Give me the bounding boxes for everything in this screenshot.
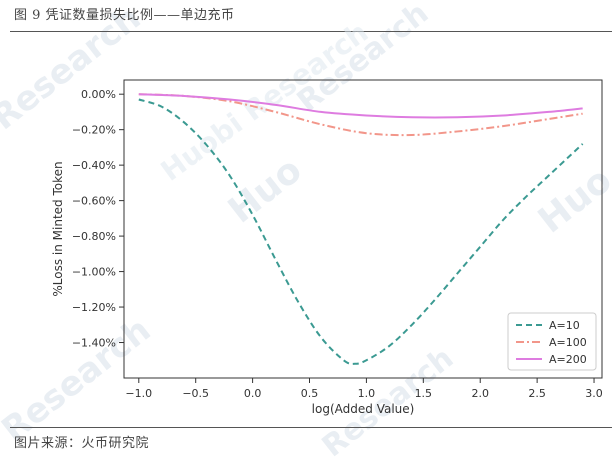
x-tick-label: 3.0 [585, 387, 603, 400]
y-tick-label: −1.00% [72, 266, 116, 279]
y-axis-label: %Loss in Minted Token [51, 161, 65, 296]
x-tick-label: −1.0 [125, 387, 152, 400]
legend-label: A=200 [549, 353, 587, 366]
plot-frame [123, 79, 603, 379]
series-line-a-100 [138, 93, 583, 137]
x-tick-label: 2.5 [528, 387, 546, 400]
figure-title: 图 9 凭证数量损失比例——单边充币 [14, 8, 235, 23]
watermark-logo-text: Huobi Research [155, 16, 375, 188]
y-tick-label: −0.60% [72, 195, 116, 208]
legend-label: A=10 [549, 319, 580, 332]
top-rule [10, 31, 612, 32]
y-tick-label: −0.20% [72, 124, 116, 137]
x-tick-label: 1.5 [415, 387, 433, 400]
bottom-rule [10, 427, 612, 428]
x-axis-label: log(Added Value) [312, 402, 415, 416]
y-tick-label: −1.20% [72, 301, 116, 314]
x-tick-label: 0.5 [301, 387, 319, 400]
y-tick-label: −0.40% [72, 159, 116, 172]
x-tick-label: 1.0 [358, 387, 376, 400]
loss-chart: Huobi Research 0.00% −0.20% −0.40% −0.60% −0… [51, 16, 603, 416]
series-line-a-200 [138, 93, 583, 119]
legend-box [507, 312, 597, 371]
huobi-research-logo-watermark: Huobi Research [155, 16, 375, 188]
figure-source: 图片来源：火币研究院 [14, 436, 150, 451]
series-line-a-10 [138, 98, 584, 365]
y-tick-label: −0.80% [72, 230, 116, 243]
x-tick-label: −0.5 [182, 387, 209, 400]
y-tick-label: −1.40% [72, 337, 116, 350]
x-tick-label: 2.0 [471, 387, 489, 400]
x-tick-label: 0.0 [244, 387, 262, 400]
y-tick-label: 0.00% [81, 88, 116, 101]
legend-label: A=100 [549, 336, 587, 349]
